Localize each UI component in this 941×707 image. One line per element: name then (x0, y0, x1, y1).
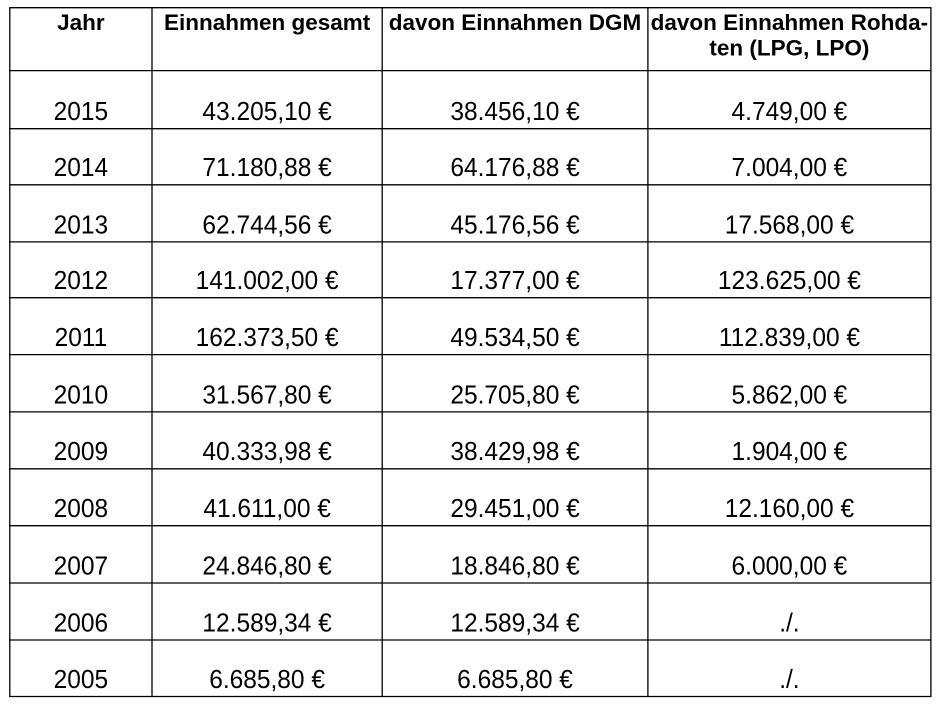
svg-text:29.451,00 €: 29.451,00 € (450, 494, 579, 523)
svg-text:112.839,00 €: 112.839,00 € (719, 323, 860, 352)
svg-text:5.862,00 €: 5.862,00 € (732, 381, 848, 410)
svg-text:2011: 2011 (55, 323, 108, 352)
svg-text:162.373,50 €: 162.373,50 € (196, 323, 339, 352)
svg-text:1.904,00 €: 1.904,00 € (732, 437, 848, 466)
svg-text:18.846,80 €: 18.846,80 € (450, 552, 579, 581)
svg-text:6.000,00 €: 6.000,00 € (732, 552, 848, 581)
svg-text:12.589,34 €: 12.589,34 € (202, 609, 331, 638)
svg-text:ten (LPG, LPO): ten (LPG, LPO) (709, 35, 869, 60)
svg-text:2009: 2009 (54, 437, 108, 466)
svg-text:2005: 2005 (54, 665, 108, 694)
svg-text:40.333,98 €: 40.333,98 € (202, 437, 331, 466)
svg-text:Jahr: Jahr (57, 10, 105, 35)
svg-text:2012: 2012 (54, 266, 108, 295)
svg-text:2006: 2006 (54, 609, 108, 638)
svg-text:31.567,80 €: 31.567,80 € (202, 381, 331, 410)
svg-text:12.589,34 €: 12.589,34 € (450, 609, 579, 638)
svg-text:24.846,80 €: 24.846,80 € (202, 552, 331, 581)
svg-text:davon Einnahmen DGM: davon Einnahmen DGM (389, 10, 642, 35)
svg-text:17.568,00 €: 17.568,00 € (725, 211, 854, 240)
svg-text:38.429,98 €: 38.429,98 € (450, 437, 579, 466)
svg-text:2015: 2015 (54, 97, 108, 126)
svg-text:./.: ./. (779, 609, 799, 638)
svg-text:6.685,80 €: 6.685,80 € (209, 665, 325, 694)
svg-text:49.534,50 €: 49.534,50 € (450, 323, 579, 352)
svg-text:43.205,10 €: 43.205,10 € (202, 97, 331, 126)
svg-text:64.176,88 €: 64.176,88 € (450, 153, 579, 182)
svg-text:71.180,88 €: 71.180,88 € (202, 153, 331, 182)
svg-text:7.004,00 €: 7.004,00 € (732, 153, 848, 182)
svg-text:2010: 2010 (54, 381, 108, 410)
svg-text:davon Einnahmen Rohda-: davon Einnahmen Rohda- (651, 10, 929, 35)
svg-text:123.625,00 €: 123.625,00 € (718, 266, 861, 295)
svg-text:141.002,00 €: 141.002,00 € (196, 266, 339, 295)
svg-text:6.685,80 €: 6.685,80 € (457, 665, 573, 694)
svg-text:41.611,00 €: 41.611,00 € (203, 494, 331, 523)
svg-text:2014: 2014 (54, 153, 108, 182)
svg-text:17.377,00 €: 17.377,00 € (450, 266, 579, 295)
svg-text:62.744,56 €: 62.744,56 € (202, 211, 331, 240)
svg-text:38.456,10 €: 38.456,10 € (450, 97, 579, 126)
svg-text:Einnahmen gesamt: Einnahmen gesamt (164, 10, 371, 35)
svg-text:2008: 2008 (54, 494, 108, 523)
svg-text:12.160,00 €: 12.160,00 € (725, 494, 854, 523)
svg-text:45.176,56 €: 45.176,56 € (450, 211, 579, 240)
svg-text:./.: ./. (779, 665, 799, 694)
svg-text:2007: 2007 (54, 552, 108, 581)
svg-text:4.749,00 €: 4.749,00 € (732, 97, 848, 126)
svg-text:2013: 2013 (54, 211, 108, 240)
svg-text:25.705,80 €: 25.705,80 € (450, 381, 579, 410)
